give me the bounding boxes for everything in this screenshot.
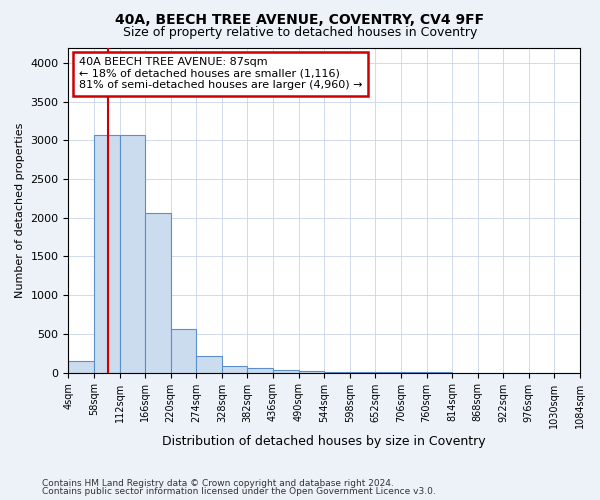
Text: Size of property relative to detached houses in Coventry: Size of property relative to detached ho… — [123, 26, 477, 39]
X-axis label: Distribution of detached houses by size in Coventry: Distribution of detached houses by size … — [163, 434, 486, 448]
Text: 40A, BEECH TREE AVENUE, COVENTRY, CV4 9FF: 40A, BEECH TREE AVENUE, COVENTRY, CV4 9F… — [115, 12, 485, 26]
Text: 40A BEECH TREE AVENUE: 87sqm
← 18% of detached houses are smaller (1,116)
81% of: 40A BEECH TREE AVENUE: 87sqm ← 18% of de… — [79, 58, 362, 90]
Y-axis label: Number of detached properties: Number of detached properties — [15, 122, 25, 298]
Bar — [171, 329, 196, 372]
Bar — [94, 135, 119, 372]
Bar — [196, 356, 222, 372]
Bar — [119, 135, 145, 372]
Bar — [145, 213, 171, 372]
Bar — [273, 370, 299, 372]
Bar — [68, 361, 94, 372]
Text: Contains HM Land Registry data © Crown copyright and database right 2024.: Contains HM Land Registry data © Crown c… — [42, 478, 394, 488]
Bar — [247, 368, 273, 372]
Text: Contains public sector information licensed under the Open Government Licence v3: Contains public sector information licen… — [42, 487, 436, 496]
Bar — [222, 366, 247, 372]
